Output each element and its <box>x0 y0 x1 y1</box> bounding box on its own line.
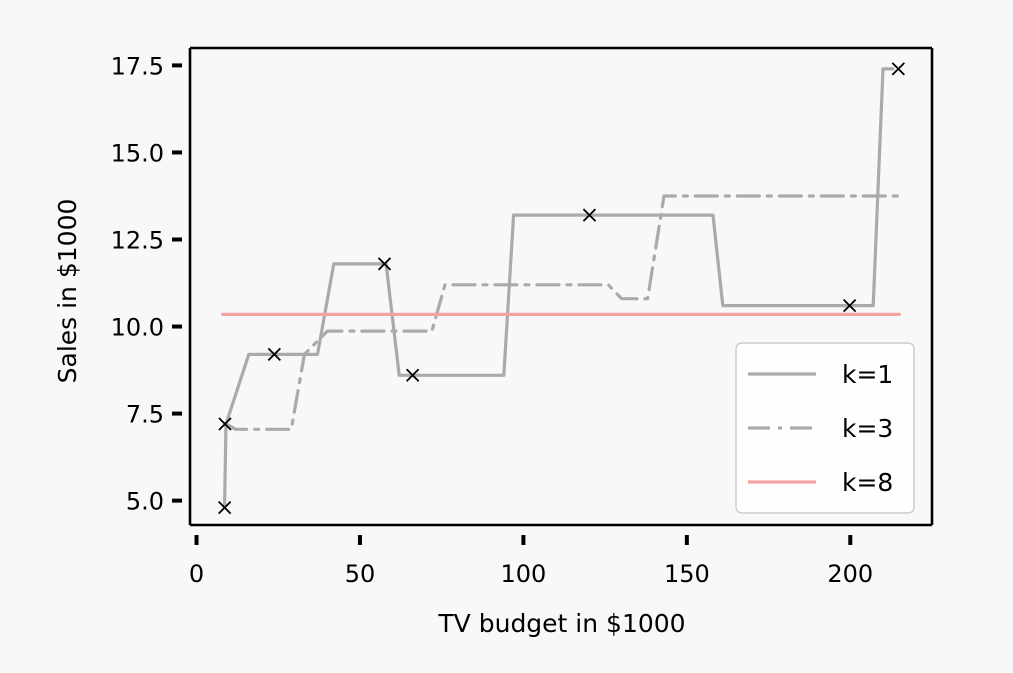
legend-label: k=8 <box>842 468 893 497</box>
x-axis-label: TV budget in $1000 <box>437 609 685 638</box>
legend-label: k=1 <box>842 360 893 389</box>
x-tick-label: 50 <box>345 560 376 588</box>
x-axis: 0 50 100 150 200 <box>189 535 873 588</box>
y-tick-label: 12.5 <box>111 226 164 254</box>
y-tick-label: 7.5 <box>126 401 164 429</box>
legend-box <box>735 342 915 514</box>
data-point-marker <box>218 417 232 431</box>
data-point-marker <box>405 368 420 382</box>
data-point-marker <box>582 208 597 222</box>
data-point-marker <box>377 257 392 271</box>
series-line-k-1 <box>223 67 895 506</box>
x-tick-label: 200 <box>827 560 873 588</box>
y-tick-label: 10.0 <box>111 314 164 342</box>
x-tick-label: 0 <box>189 560 204 588</box>
series-layer <box>221 67 901 506</box>
y-tick-label: 5.0 <box>126 488 164 516</box>
x-tick-label: 150 <box>664 560 710 588</box>
legend-label: k=3 <box>842 414 893 443</box>
y-tick-label: 15.0 <box>111 139 164 167</box>
x-tick-label: 100 <box>501 560 547 588</box>
points-layer <box>218 62 905 515</box>
legend: k=1 k=3 k=8 <box>735 342 915 514</box>
data-point-marker <box>267 347 281 362</box>
plot-frame <box>188 46 934 527</box>
y-axis: 5.0 7.5 10.0 12.5 15.0 17.5 <box>111 52 182 516</box>
y-axis-label: Sales in $1000 <box>53 199 82 384</box>
series-line-k-3 <box>224 194 901 431</box>
data-point-marker <box>891 62 905 76</box>
data-point-marker <box>842 299 857 313</box>
data-point-marker <box>218 500 232 515</box>
y-tick-label: 17.5 <box>111 52 164 80</box>
